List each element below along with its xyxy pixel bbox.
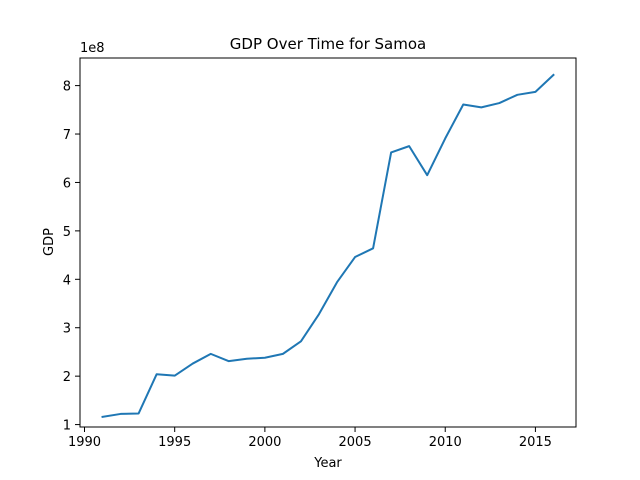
x-tick-label-1990: 1990 <box>68 435 101 450</box>
x-axis-label: Year <box>313 456 342 471</box>
chart-title: GDP Over Time for Samoa <box>230 35 426 53</box>
y-axis-label: GDP <box>42 228 57 256</box>
y-tick-label-8: 8 <box>63 80 71 95</box>
y-tick-label-5: 5 <box>63 225 71 240</box>
y-tick-label-6: 6 <box>63 176 71 191</box>
x-tick-label-2000: 2000 <box>248 435 281 450</box>
x-tick-label-2010: 2010 <box>429 435 462 450</box>
y-tick-label-4: 4 <box>63 273 71 288</box>
y-axis-offset-label: 1e8 <box>80 41 105 56</box>
y-tick-label-3: 3 <box>63 322 71 337</box>
x-tick-label-1995: 1995 <box>158 435 191 450</box>
y-tick-label-7: 7 <box>63 128 71 143</box>
y-tick-label-1: 1 <box>63 419 71 434</box>
y-tick-label-2: 2 <box>63 370 71 385</box>
x-tick-label-2015: 2015 <box>519 435 552 450</box>
x-tick-label-2005: 2005 <box>339 435 372 450</box>
